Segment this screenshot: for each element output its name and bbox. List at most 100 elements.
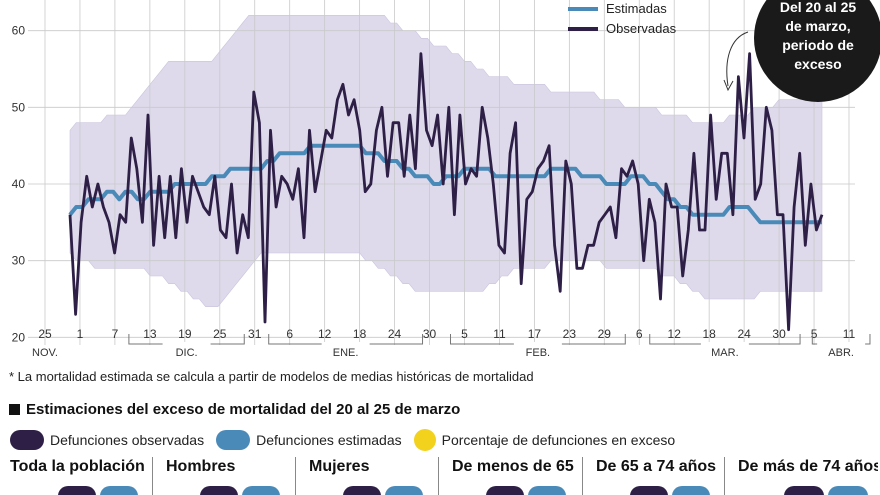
line-observadas xyxy=(68,52,824,332)
estimated-badge xyxy=(828,486,868,495)
callout-arrowhead xyxy=(723,79,734,92)
month-label-bg xyxy=(817,342,866,356)
y-tick-label: 30 xyxy=(12,254,26,268)
group-divider xyxy=(152,457,153,495)
x-tick-label: 18 xyxy=(353,327,367,341)
observed-badge xyxy=(630,486,668,495)
x-tick-label: 12 xyxy=(668,327,682,341)
x-tick-label: 17 xyxy=(528,327,542,341)
section-title-text: Estimaciones del exceso de mortalidad de… xyxy=(26,401,461,418)
y-tick-label: 20 xyxy=(12,330,26,344)
group-65-74: De 65 a 74 años xyxy=(596,453,720,495)
key-estimated: Defunciones estimadas xyxy=(216,430,402,450)
estimated-badge xyxy=(242,486,280,495)
y-axis: 20 30 40 50 60 xyxy=(12,24,26,345)
key-observed: Defunciones observadas xyxy=(10,430,204,450)
legend-label-observadas: Observadas xyxy=(606,21,677,36)
x-tick-label: 6 xyxy=(636,327,643,341)
y-tick-label: 60 xyxy=(12,24,26,38)
grid-lines xyxy=(28,0,855,345)
estimated-badge xyxy=(528,486,566,495)
observed-badge xyxy=(784,486,824,495)
section-title: Estimaciones del exceso de mortalidad de… xyxy=(9,401,460,418)
estimated-pill-icon xyxy=(216,430,251,450)
percent-dot-icon xyxy=(413,429,436,451)
group-divider xyxy=(582,457,583,495)
callout-arrow xyxy=(726,31,749,87)
observed-badge xyxy=(343,486,381,495)
observed-pill-icon xyxy=(10,430,44,450)
month-label: MAR. xyxy=(711,347,739,359)
key-percent: Porcentaje de defunciones en exceso xyxy=(413,429,675,451)
x-tick-label: 13 xyxy=(143,327,157,341)
group-over-74: De más de 74 años xyxy=(738,453,878,495)
x-tick-label: 19 xyxy=(178,327,192,341)
key-estimated-label: Defunciones estimadas xyxy=(256,432,402,448)
month-label-bg xyxy=(513,342,562,356)
series-lines xyxy=(68,52,824,332)
callout-line-1: Del 20 al 25 xyxy=(780,0,856,15)
month-label: FEB. xyxy=(526,347,550,359)
footnote: * La mortalidad estimada se calcula a pa… xyxy=(9,369,534,384)
month-label-bg xyxy=(700,342,749,356)
excess-callout: Del 20 al 25 de marzo, periodo de exceso xyxy=(723,0,880,102)
x-tick-label: 5 xyxy=(461,327,468,341)
group-label-65-74: De 65 a 74 años xyxy=(596,458,717,475)
observed-badge xyxy=(486,486,524,495)
month-label: ENE. xyxy=(333,347,359,359)
estimates-key: Defunciones observadas Defunciones estim… xyxy=(10,429,687,451)
x-tick-label: 5 xyxy=(811,327,818,341)
key-observed-label: Defunciones observadas xyxy=(50,432,205,448)
x-tick-label: 6 xyxy=(286,327,293,341)
x-tick-label: 7 xyxy=(112,327,119,341)
group-label-over-74: De más de 74 años xyxy=(738,458,878,475)
group-under-65: De menos de 65 xyxy=(452,453,582,495)
chart-legend: Estimadas Observadas xyxy=(568,1,677,36)
month-label-bg xyxy=(162,342,211,356)
groups-row: Toda la población Hombres Mujeres De men… xyxy=(0,453,880,495)
group-men: Hombres xyxy=(166,453,292,495)
x-tick-label: 30 xyxy=(772,327,786,341)
x-tick-label: 18 xyxy=(702,327,716,341)
x-tick-label: 24 xyxy=(388,327,402,341)
estimated-badge xyxy=(385,486,423,495)
callout-line-2: de marzo, xyxy=(785,18,850,34)
x-tick-label: 29 xyxy=(598,327,612,341)
callout-line-3: periodo de xyxy=(782,37,854,53)
legend-label-estimadas: Estimadas xyxy=(606,1,667,16)
x-tick-label: 1 xyxy=(77,327,84,341)
x-tick-label: 11 xyxy=(843,327,856,341)
observed-badge xyxy=(200,486,238,495)
estimated-badge xyxy=(672,486,710,495)
callout-circle xyxy=(754,0,880,102)
group-label-total: Toda la población xyxy=(10,458,145,475)
group-divider xyxy=(295,457,296,495)
group-divider xyxy=(724,457,725,495)
y-tick-label: 40 xyxy=(12,177,26,191)
x-tick-label: 25 xyxy=(213,327,227,341)
month-label-bg xyxy=(321,342,370,356)
x-tick-label: 11 xyxy=(493,327,506,341)
group-label-under-65: De menos de 65 xyxy=(452,458,574,475)
title-square-icon xyxy=(9,404,20,415)
x-axis: 25 1 7 13 19 25 31 6 12 18 24 30 5 11 17 23 29 6 12 18 24 30 5… xyxy=(32,327,871,359)
x-tick-label: 23 xyxy=(563,327,577,341)
callout-line-4: exceso xyxy=(794,56,841,72)
x-tick-label: 12 xyxy=(318,327,332,341)
month-label: NOV. xyxy=(32,347,58,359)
month-label: DIC. xyxy=(176,347,198,359)
group-total: Toda la población xyxy=(10,453,150,495)
x-tick-label: 31 xyxy=(248,327,262,341)
observed-badge xyxy=(58,486,96,495)
x-tick-label: 24 xyxy=(737,327,751,341)
x-tick-label: 30 xyxy=(423,327,437,341)
x-tick-label: 25 xyxy=(38,327,52,341)
y-tick-label: 50 xyxy=(12,100,26,114)
group-label-women: Mujeres xyxy=(309,458,370,475)
group-women: Mujeres xyxy=(309,453,435,495)
group-label-men: Hombres xyxy=(166,458,236,475)
estimated-badge xyxy=(100,486,138,495)
month-label: ABR. xyxy=(828,347,854,359)
group-divider xyxy=(438,457,439,495)
